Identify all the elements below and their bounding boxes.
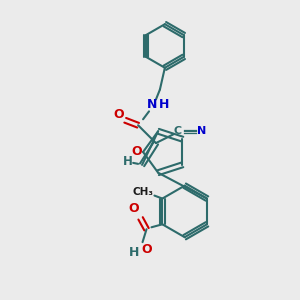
Text: H: H bbox=[128, 245, 139, 259]
Text: O: O bbox=[113, 108, 124, 121]
Text: O: O bbox=[128, 202, 139, 215]
Text: O: O bbox=[132, 146, 142, 158]
Text: N: N bbox=[197, 126, 206, 136]
Text: N: N bbox=[147, 98, 157, 111]
Text: H: H bbox=[123, 155, 133, 168]
Text: C: C bbox=[174, 126, 182, 136]
Text: O: O bbox=[141, 243, 152, 256]
Text: H: H bbox=[159, 98, 169, 111]
Text: CH₃: CH₃ bbox=[132, 187, 153, 196]
